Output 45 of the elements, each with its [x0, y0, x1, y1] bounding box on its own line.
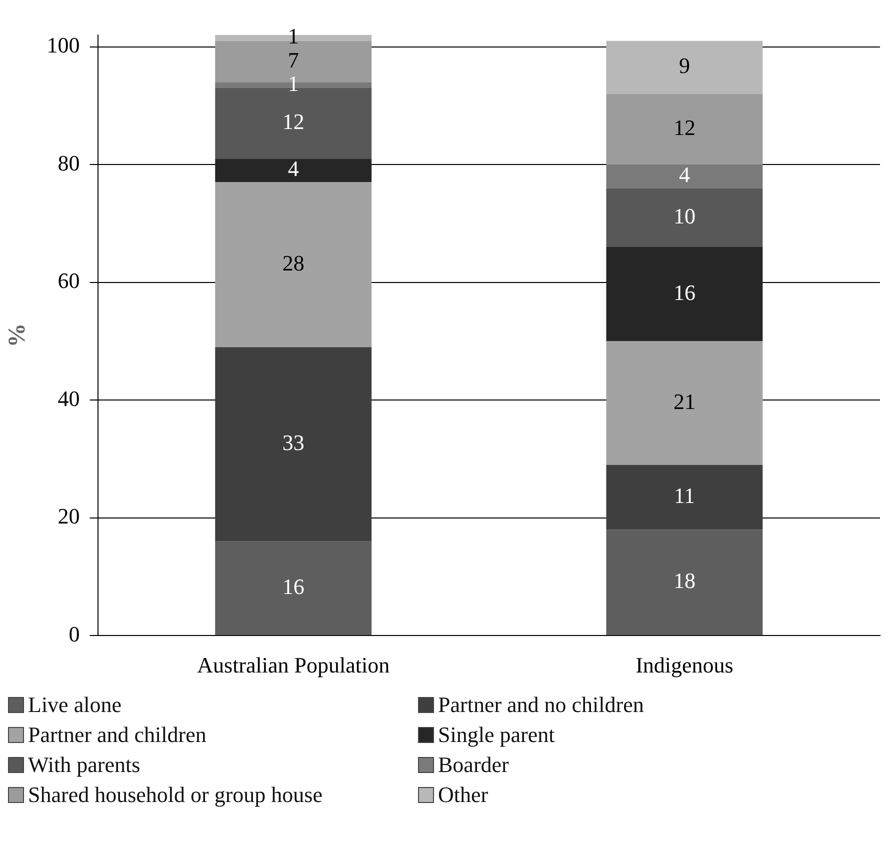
legend-label: Single parent [438, 721, 555, 749]
bar [606, 530, 763, 636]
bar [606, 40, 763, 94]
y-tick-label: 40 [58, 386, 80, 411]
data-label: 12 [282, 109, 304, 134]
y-tick-label: 20 [58, 504, 80, 529]
y-tick-label: 60 [58, 268, 80, 294]
bar [606, 246, 763, 342]
bar [215, 541, 372, 636]
data-label: 21 [673, 388, 696, 414]
data-label: 16 [673, 280, 696, 305]
legend-label: Partner and no children [438, 691, 644, 719]
legend-label: Shared household or group house [28, 781, 323, 809]
bar [606, 164, 763, 188]
data-label: 18 [673, 568, 696, 594]
data-label: 28 [282, 250, 304, 276]
bar [215, 347, 372, 542]
x-tick-label: Indigenous [636, 652, 734, 678]
y-tick-label: 80 [58, 150, 80, 176]
data-label: 9 [678, 53, 690, 78]
bar [215, 182, 372, 348]
bar [606, 464, 763, 530]
data-label: 33 [282, 430, 304, 456]
legend-label: Other [438, 781, 488, 809]
data-label: 10 [673, 203, 696, 228]
legend-label: Boarder [438, 751, 509, 779]
bar [215, 158, 372, 182]
bar [606, 341, 763, 465]
legend-label: Partner and children [28, 721, 206, 749]
data-label: 1 [288, 70, 299, 96]
legend-label: With parents [28, 751, 140, 779]
y-tick-label: 0 [68, 621, 80, 646]
y-axis-title: % [4, 323, 31, 348]
data-label: 1 [288, 24, 299, 49]
data-label: 7 [288, 47, 299, 72]
data-label: 16 [282, 574, 304, 600]
legend-label: Live alone [28, 691, 122, 719]
data-label: 12 [673, 114, 696, 140]
y-tick-label: 100 [46, 32, 80, 58]
x-tick-label: Australian Population [197, 652, 390, 678]
bar [606, 94, 763, 165]
data-label: 4 [288, 156, 299, 182]
data-label: 11 [674, 483, 696, 508]
bar [606, 188, 763, 247]
data-label: 4 [678, 162, 690, 188]
